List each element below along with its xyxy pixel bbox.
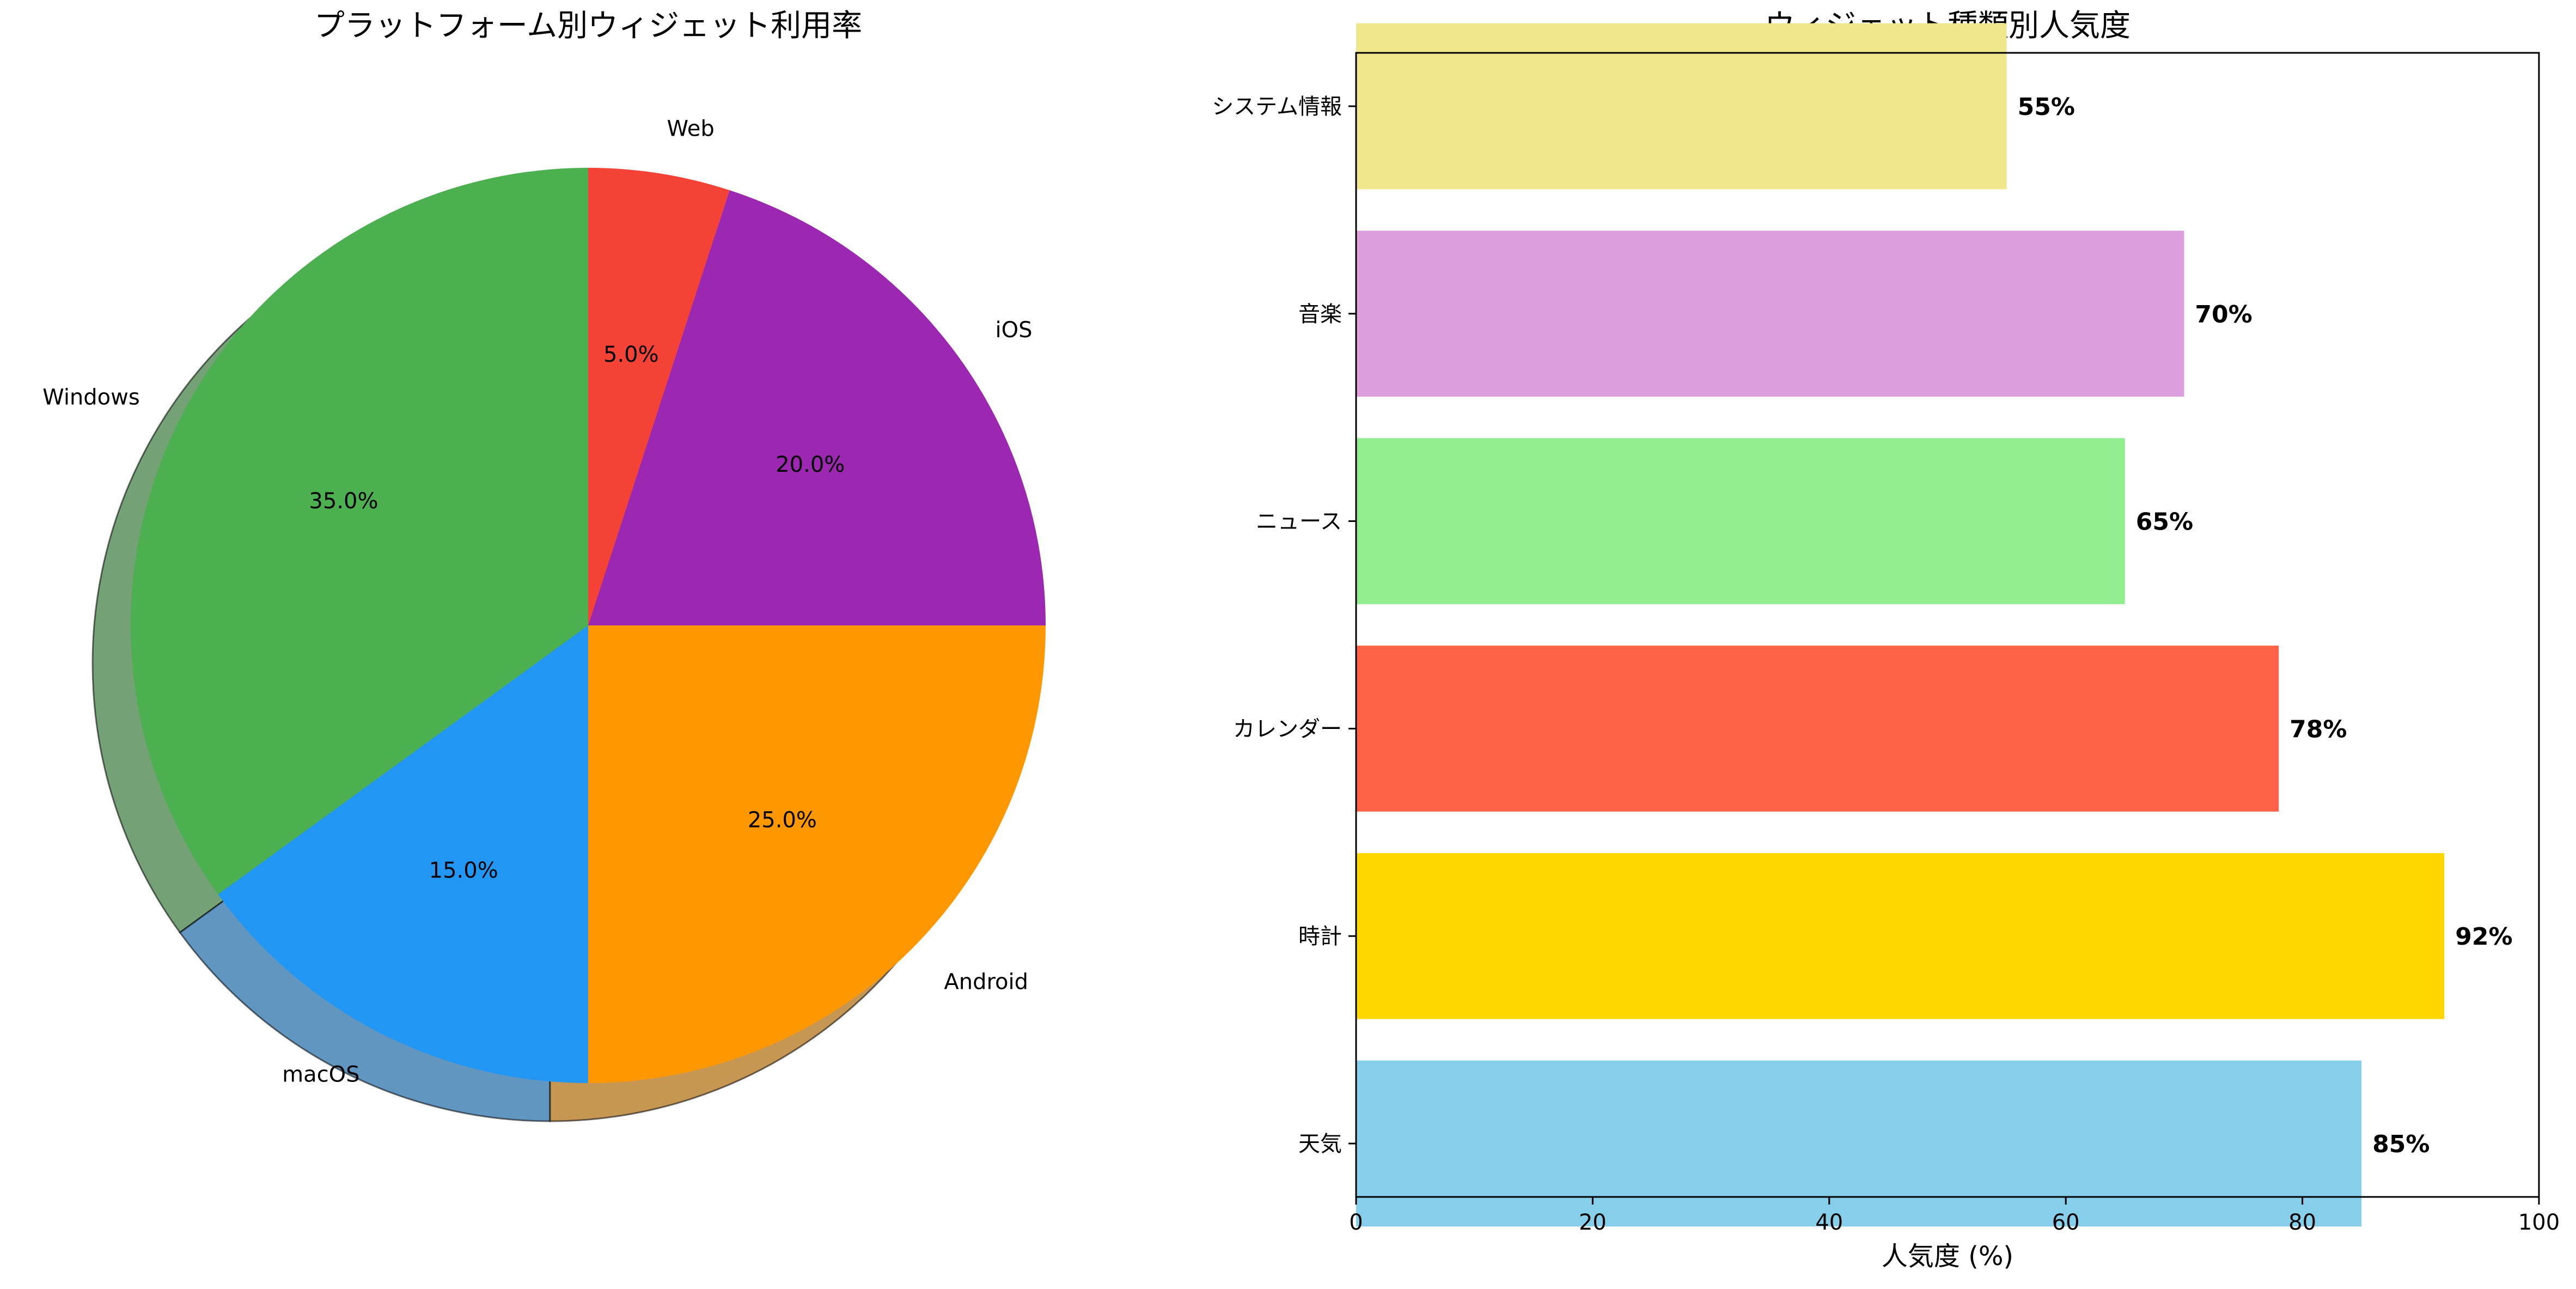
pie-label-web: Web xyxy=(667,116,715,141)
pie-pct-windows: 35.0% xyxy=(309,489,378,514)
bar-6 xyxy=(1356,23,2007,190)
x-tick-label-40: 40 xyxy=(1815,1210,1843,1235)
pie-chart-title: プラットフォーム別ウィジェット利用率 xyxy=(314,8,862,44)
y-tick-label-5: 音楽 xyxy=(1298,302,1342,327)
bar-value-label-4: 65% xyxy=(2136,508,2193,536)
pie-slice-macos xyxy=(218,625,588,1083)
bar-value-label-6: 55% xyxy=(2018,93,2075,121)
x-tick-label-80: 80 xyxy=(2288,1210,2316,1235)
pie-slice-web xyxy=(588,168,730,625)
bar-2 xyxy=(1356,853,2445,1019)
pie-pct-ios: 20.0% xyxy=(776,452,845,477)
pie-pct-web: 5.0% xyxy=(603,342,659,367)
pie-label-ios: iOS xyxy=(996,318,1033,343)
x-tick-label-100: 100 xyxy=(2518,1210,2560,1235)
pie-slices xyxy=(130,168,1046,1083)
x-axis-ticks: 0 20 40 60 80 100 xyxy=(1349,1197,2560,1235)
y-tick-label-3: カレンダー xyxy=(1233,716,1342,741)
x-axis-label: 人気度 (%) xyxy=(1882,1241,2013,1272)
bar-value-label-5: 70% xyxy=(2195,301,2252,329)
bar-value-label-1: 85% xyxy=(2372,1130,2430,1158)
bar-series xyxy=(1356,23,2445,1227)
pie-slice-windows xyxy=(130,168,589,895)
bar-3 xyxy=(1356,646,2279,812)
bar-4 xyxy=(1356,438,2125,604)
pie-slice-ios xyxy=(588,190,1046,625)
pie-label-windows: Windows xyxy=(42,385,140,410)
pie-slice-android xyxy=(588,625,1046,1083)
pie-labels: Windows 35.0% macOS 15.0% Android 25.0% iOS 20.… xyxy=(42,116,1032,1087)
y-tick-label-1: 天気 xyxy=(1298,1132,1342,1157)
y-tick-label-4: ニュース xyxy=(1256,509,1342,534)
pie-label-macos: macOS xyxy=(282,1062,359,1087)
y-tick-label-6: システム情報 xyxy=(1212,94,1342,119)
bar-value-label-3: 78% xyxy=(2290,715,2347,743)
pie-pct-macos: 15.0% xyxy=(429,858,498,883)
bar-value-labels: 85% 92% 78% 65% 70% 55% xyxy=(2018,93,2513,1158)
x-tick-label-60: 60 xyxy=(2052,1210,2080,1235)
bar-value-label-2: 92% xyxy=(2455,923,2512,951)
y-axis-ticks: 天気 時計 カレンダー ニュース 音楽 システム情報 xyxy=(1212,94,1356,1157)
x-tick-label-0: 0 xyxy=(1349,1210,1363,1235)
pie-chart: プラットフォーム別ウィジェット利用率 Windows 35.0% macOS 15.0… xyxy=(42,8,1046,1122)
bar-1 xyxy=(1356,1060,2362,1227)
y-tick-label-2: 時計 xyxy=(1298,924,1342,949)
bar-5 xyxy=(1356,230,2184,397)
plot-frame xyxy=(1355,52,2540,1198)
x-tick-label-20: 20 xyxy=(1579,1210,1607,1235)
pie-label-android: Android xyxy=(944,969,1028,994)
pie-pct-android: 25.0% xyxy=(748,807,817,832)
